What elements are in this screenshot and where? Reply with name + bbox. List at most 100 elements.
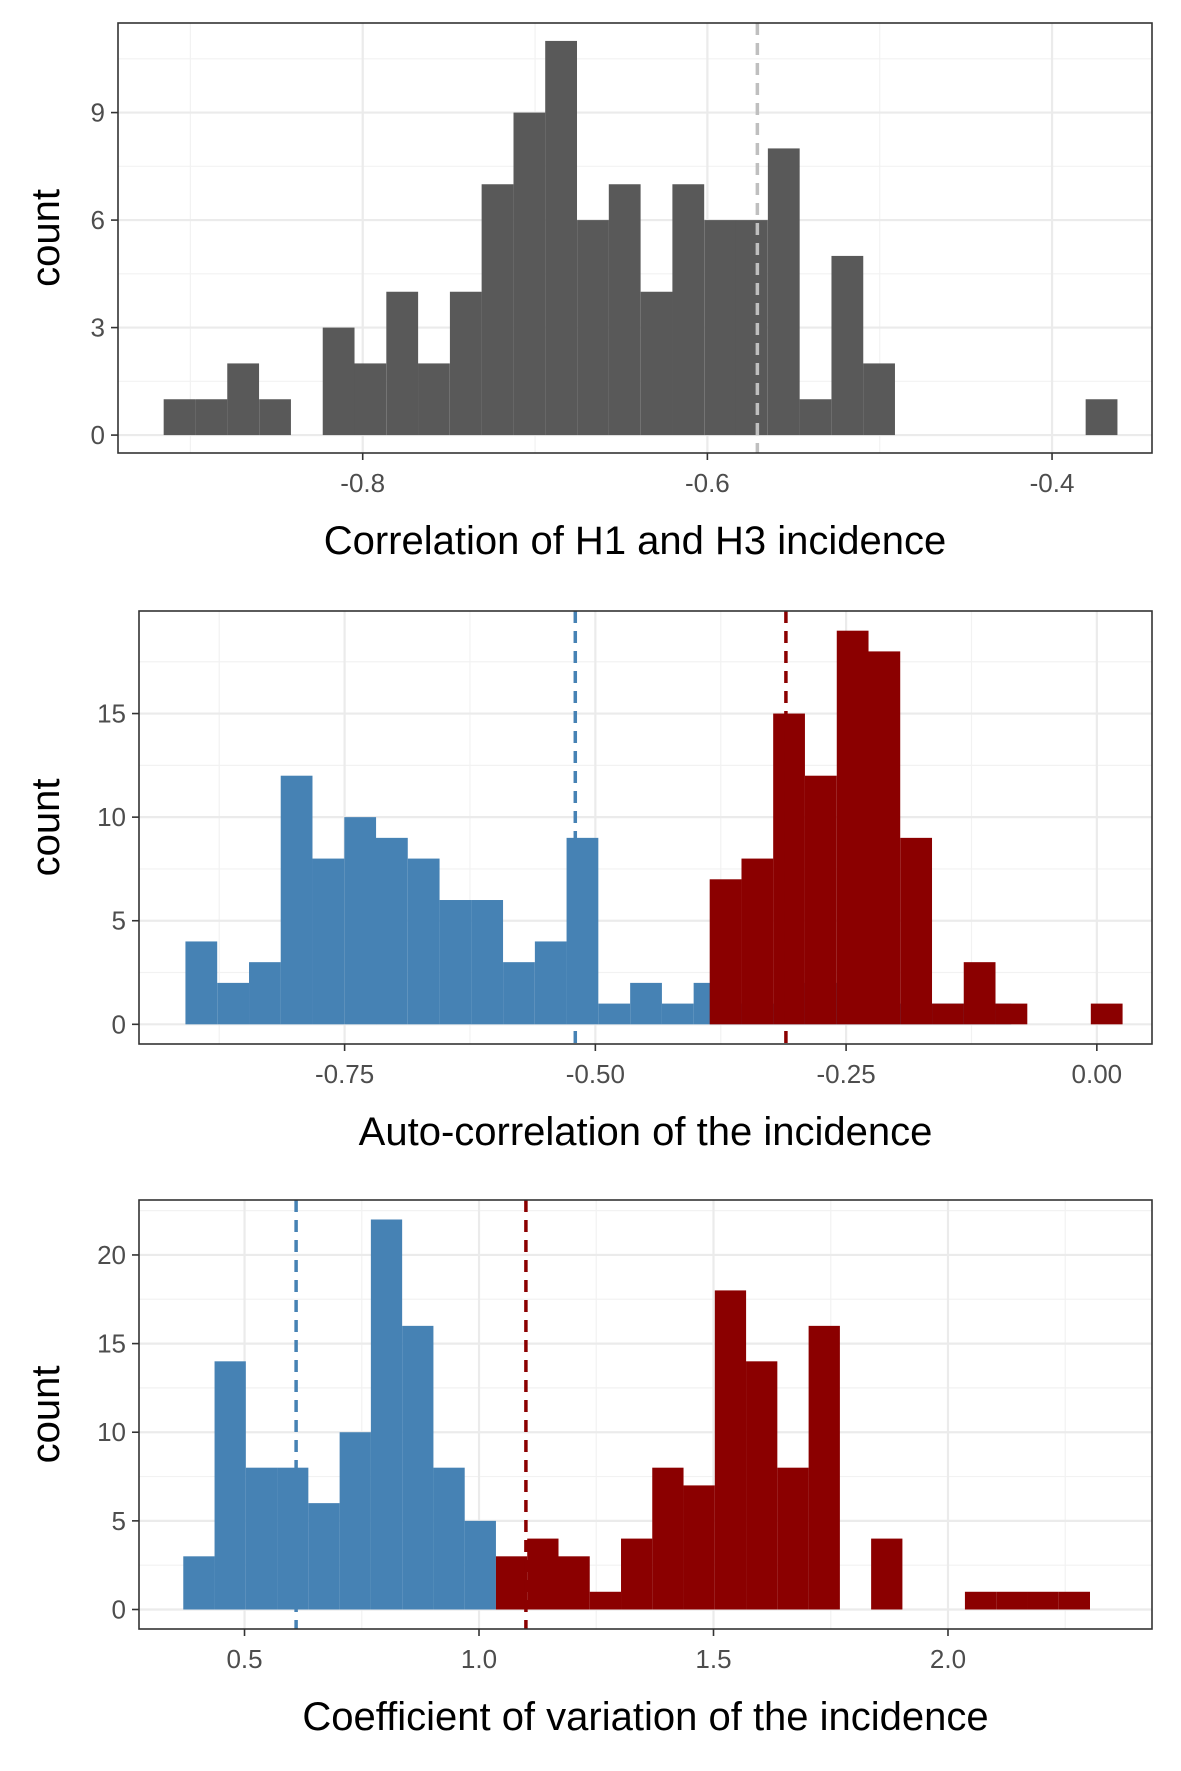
x-axis-title: Correlation of H1 and H3 incidence [324, 519, 947, 563]
panel-border [138, 610, 1153, 1045]
y-tick-label: 9 [91, 98, 105, 128]
histogram-bar [527, 1538, 559, 1610]
histogram-bar [195, 399, 228, 436]
histogram-bar [661, 1003, 694, 1025]
histogram-bar [354, 363, 387, 436]
chart-panel-2: -0.75 -0.50 -0.25 0.00 0 5 10 15 Auto-correlatio… [24, 610, 1153, 1154]
y-axis-title: count [24, 1366, 68, 1464]
histogram-bar [249, 962, 281, 1025]
histogram-bar [558, 1556, 590, 1610]
x-axis-title: Coefficient of variation of the incidenc… [302, 1695, 988, 1739]
histogram-bar [214, 1361, 246, 1610]
histogram-bar [996, 1591, 1028, 1610]
histogram-bar [799, 399, 832, 436]
histogram-bar [598, 1003, 631, 1025]
histogram-bar [900, 837, 933, 1025]
y-tick-label: 0 [91, 420, 105, 450]
histogram-bar [836, 630, 869, 1025]
histogram-bar [608, 184, 641, 436]
y-tick-label: 0 [112, 1595, 126, 1625]
y-axis-title: count [24, 189, 68, 287]
histogram-bar [407, 858, 440, 1025]
histogram-bar [963, 962, 996, 1025]
histogram-bar [418, 363, 450, 436]
x-tick-label: -0.25 [816, 1059, 875, 1089]
histogram-bar [439, 900, 472, 1025]
x-tick-label: 0.00 [1072, 1059, 1123, 1089]
histogram-bar [280, 775, 313, 1025]
x-tick-label: -0.8 [340, 468, 385, 498]
histogram-bar [386, 291, 419, 436]
x-axis-title: Auto-correlation of the incidence [359, 1110, 933, 1154]
histogram-bar [513, 112, 546, 436]
y-tick-label: 3 [91, 313, 105, 343]
histogram-bar [259, 399, 291, 436]
histogram-bar [621, 1538, 653, 1610]
y-tick-label: 15 [97, 1329, 126, 1359]
x-tick-label: -0.75 [315, 1059, 374, 1089]
histogram-bar [464, 1520, 496, 1610]
histogram-bar [344, 817, 377, 1025]
x-tick-label: 1.0 [461, 1644, 497, 1674]
x-tick-label: 2.0 [930, 1644, 966, 1674]
histogram-bar [777, 1467, 809, 1610]
histogram-bar [1027, 1591, 1059, 1610]
y-tick-label: 15 [97, 699, 126, 729]
histogram-bar [672, 184, 705, 436]
y-tick-label: 6 [91, 205, 105, 235]
y-axis-title: count [24, 779, 68, 877]
histogram-bar [277, 1467, 309, 1610]
histogram-bar [589, 1591, 622, 1610]
histogram-bar [433, 1467, 465, 1610]
panel-border [138, 1199, 1153, 1630]
histogram-bar [714, 1290, 747, 1610]
y-tick-label: 0 [112, 1009, 126, 1039]
histogram-bar [804, 775, 837, 1025]
histogram-bar [964, 1591, 997, 1610]
histogram-bar [339, 1432, 371, 1610]
histogram-bar [566, 837, 599, 1025]
histogram-bar [185, 941, 218, 1025]
histogram-bar [709, 879, 742, 1025]
histogram-bar [545, 40, 578, 436]
histogram-bar [767, 148, 800, 436]
histogram-bars [185, 630, 1123, 1025]
y-tick-label: 5 [112, 906, 126, 936]
panel-border [117, 22, 1153, 454]
histogram-bar [1090, 1003, 1123, 1025]
histogram-bar [402, 1325, 434, 1610]
histogram-bar [495, 1556, 528, 1610]
y-tick-label: 5 [112, 1506, 126, 1536]
histogram-bar [735, 220, 768, 436]
histogram-bar [577, 220, 609, 436]
histogram-bar [322, 327, 355, 436]
histogram-bar [746, 1361, 778, 1610]
chart-panel-1: -0.8 -0.6 -0.4 0 3 6 9 Correlation of H1 and H3… [24, 22, 1153, 563]
histogram-bar [773, 713, 805, 1025]
histogram-bar [503, 962, 535, 1025]
histogram-bar [308, 1503, 340, 1610]
histogram-bar [376, 837, 408, 1025]
y-tick-label: 10 [97, 1417, 126, 1447]
histogram-bar [481, 184, 514, 436]
x-tick-label: -0.6 [685, 468, 730, 498]
histogram-bar [163, 399, 196, 436]
histogram-bar [741, 858, 774, 1025]
histogram-bar [831, 255, 864, 436]
histogram-bar [868, 651, 901, 1025]
histogram-bar [183, 1556, 215, 1610]
histogram-bar [1058, 1591, 1091, 1610]
y-tick-label: 10 [97, 802, 126, 832]
histogram-bar [534, 941, 567, 1025]
histogram-bar [640, 291, 673, 436]
histogram-bars [183, 1219, 1091, 1610]
histogram-bar [1085, 399, 1118, 436]
histogram-bar [871, 1538, 903, 1610]
histogram-bar [863, 363, 895, 436]
histogram-bar [704, 220, 737, 436]
histogram-bar [245, 1467, 278, 1610]
histogram-bar [652, 1467, 684, 1610]
x-tick-label: 1.5 [695, 1644, 731, 1674]
histogram-bar [683, 1485, 715, 1610]
